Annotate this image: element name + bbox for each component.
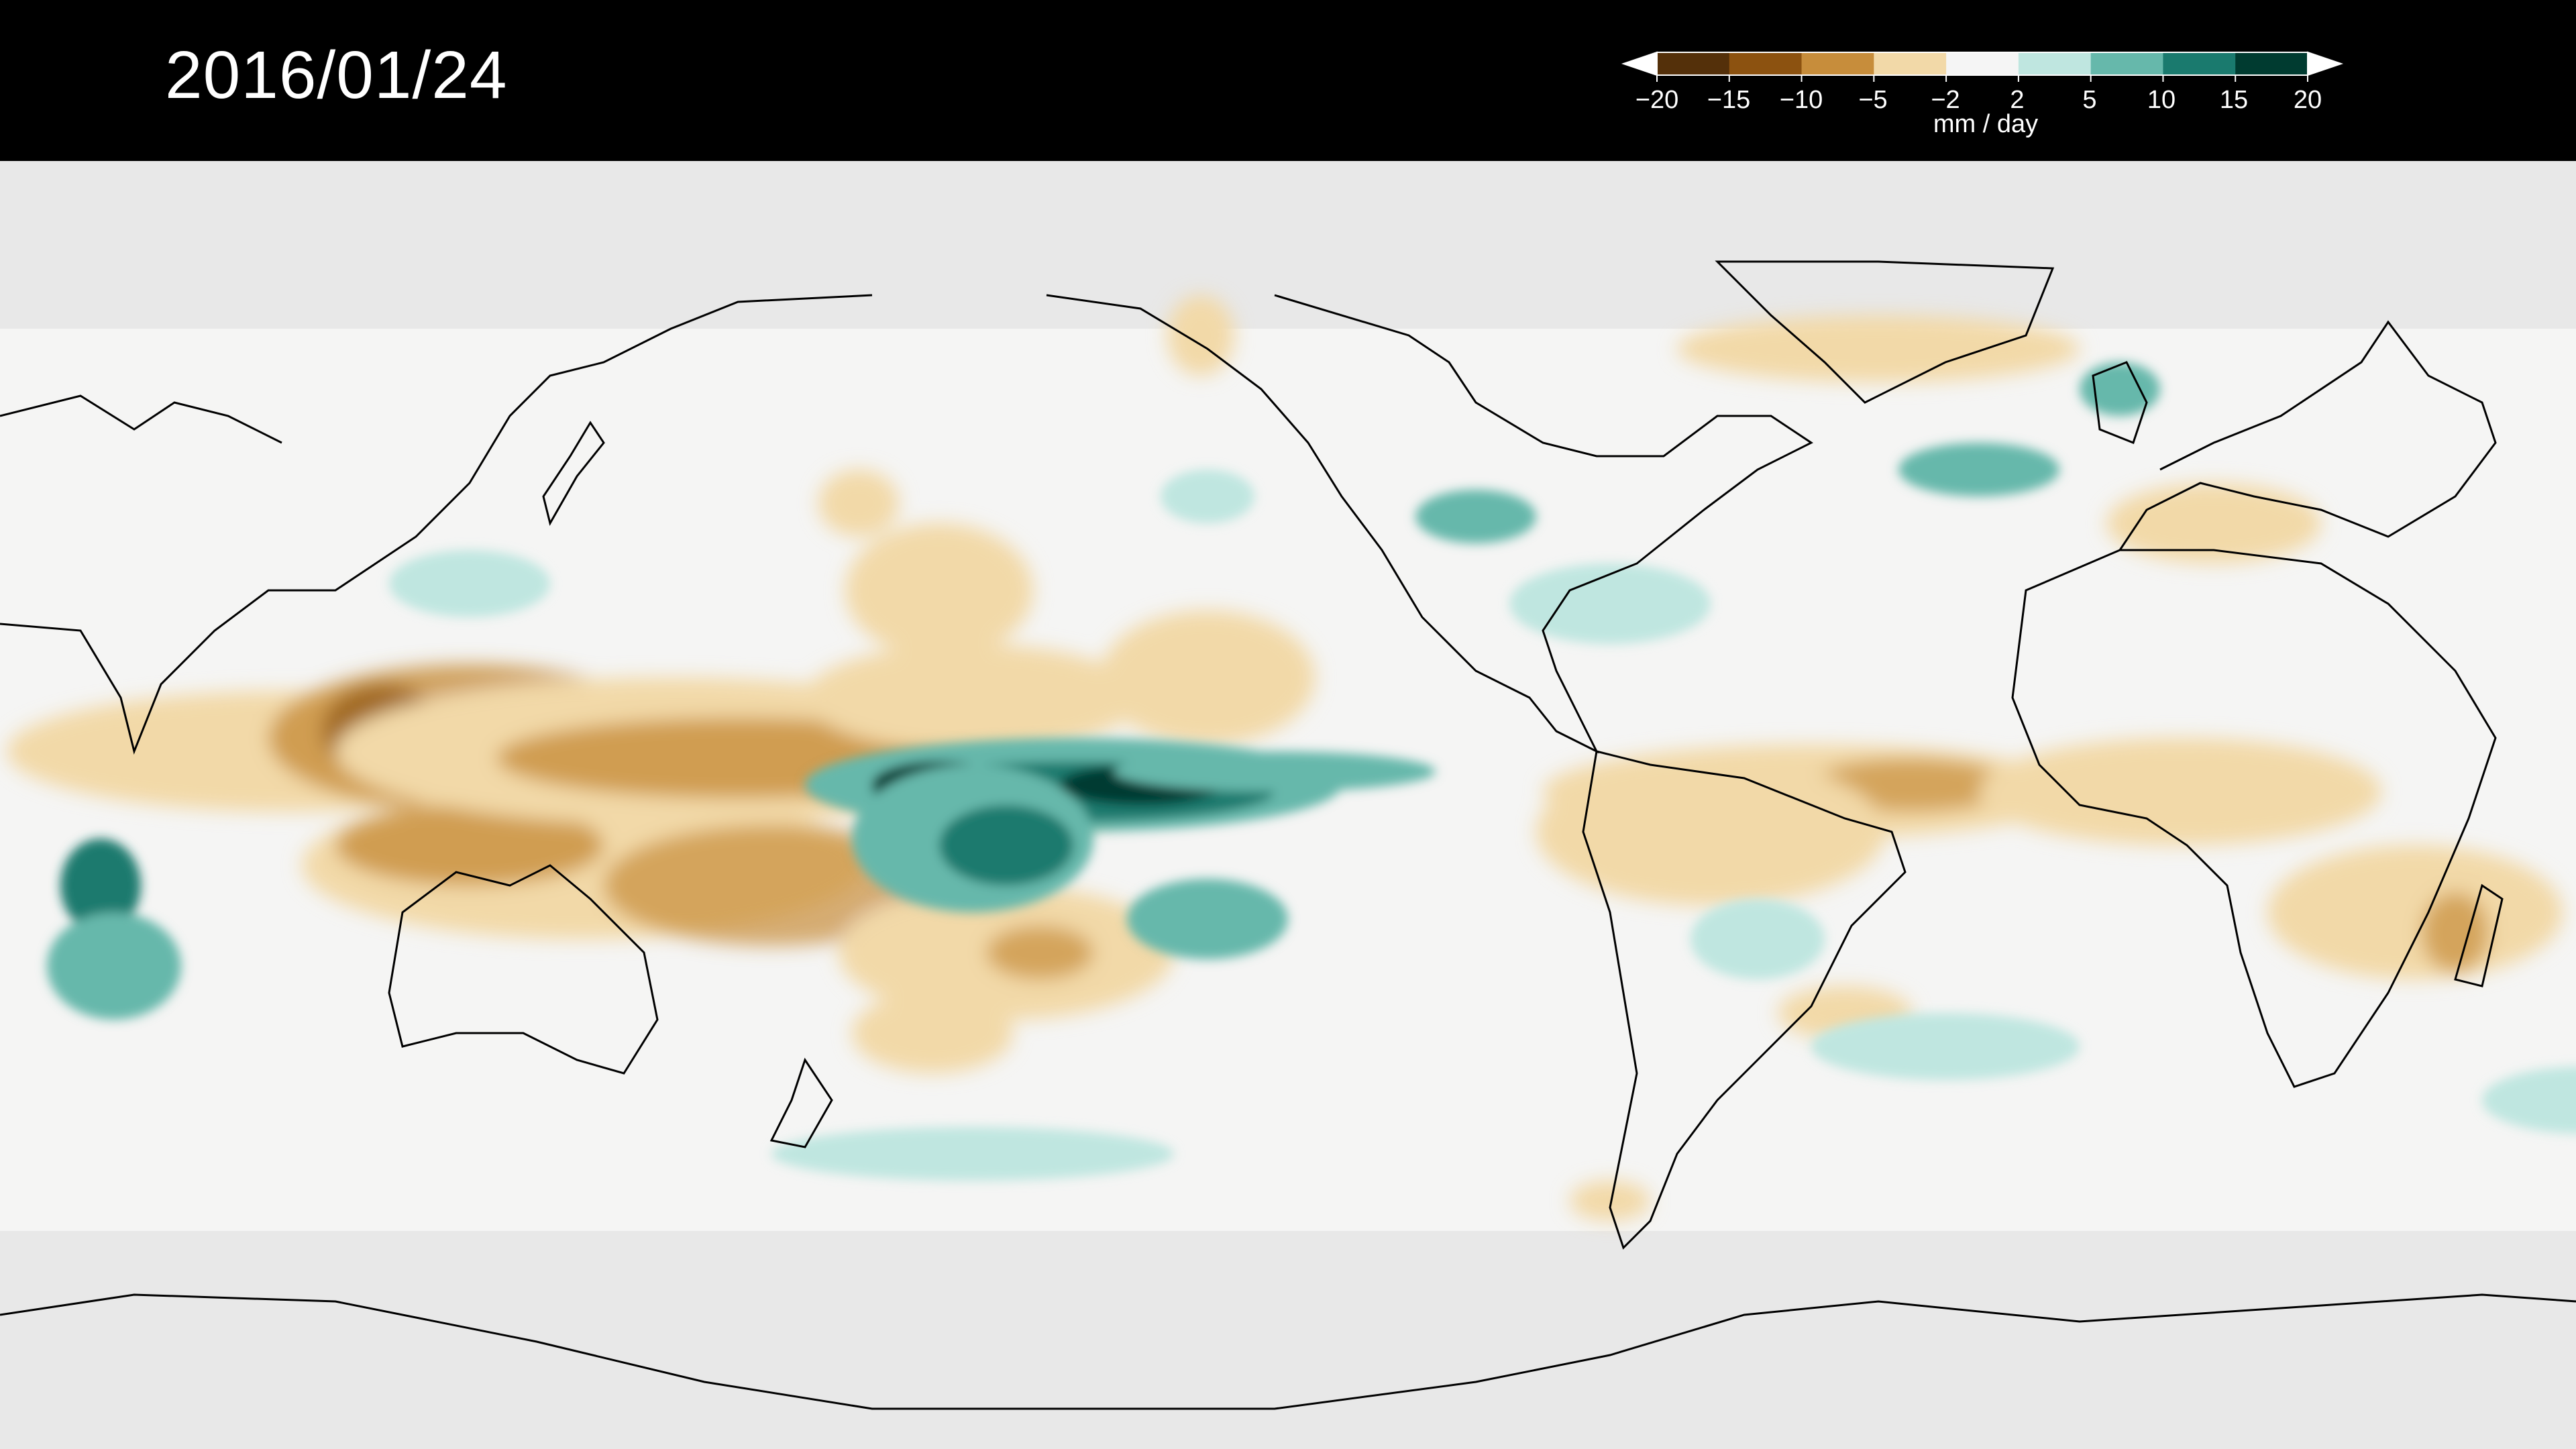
- colorbar-tick-label: 2: [2010, 86, 2025, 114]
- header-bar: 2016/01/24 −20 −15 −10 −5 −2 2 5 10 15 2…: [0, 0, 2576, 161]
- date-title: 2016/01/24: [165, 38, 508, 113]
- colorbar-extend-high: [2307, 51, 2344, 76]
- colorbar-swatch: [2235, 52, 2308, 75]
- colorbar-swatch: [2018, 52, 2092, 75]
- colorbar-swatch: [2090, 52, 2163, 75]
- colorbar-tick-label: −20: [1635, 86, 1679, 114]
- colorbar-swatch: [1874, 52, 1947, 75]
- wet-anomalies: [47, 362, 2576, 1181]
- colorbar-swatch: [1729, 52, 1803, 75]
- colorbar-tick-label: 15: [2219, 86, 2249, 114]
- colorbar-tick-label: −10: [1779, 86, 1823, 114]
- colorbar-outline: [1656, 52, 2308, 76]
- colorbar-tick-label: 5: [2082, 86, 2097, 114]
- colorbar-units: mm / day: [1933, 110, 2039, 138]
- colorbar-swatch: [1946, 52, 2019, 75]
- colorbar-swatch: [2163, 52, 2236, 75]
- precipitation-anomaly-map: [0, 161, 2576, 1449]
- colorbar-tick-label: −2: [1931, 86, 1960, 114]
- colorbar-bar: [1621, 51, 2344, 82]
- map-canvas: [0, 161, 2576, 1449]
- colorbar-tick-label: 10: [2147, 86, 2176, 114]
- colorbar-swatch: [1657, 52, 1730, 75]
- colorbar-swatch: [1801, 52, 1874, 75]
- colorbar-tick-label: −5: [1858, 86, 1888, 114]
- colorbar-legend: −20 −15 −10 −5 −2 2 5 10 15 20 mm / day: [1621, 40, 2348, 141]
- coastlines: [0, 260, 2576, 1410]
- colorbar-tick-label: −15: [1707, 86, 1751, 114]
- colorbar-tick-label: 20: [2293, 86, 2322, 114]
- colorbar-extend-low: [1621, 51, 1658, 76]
